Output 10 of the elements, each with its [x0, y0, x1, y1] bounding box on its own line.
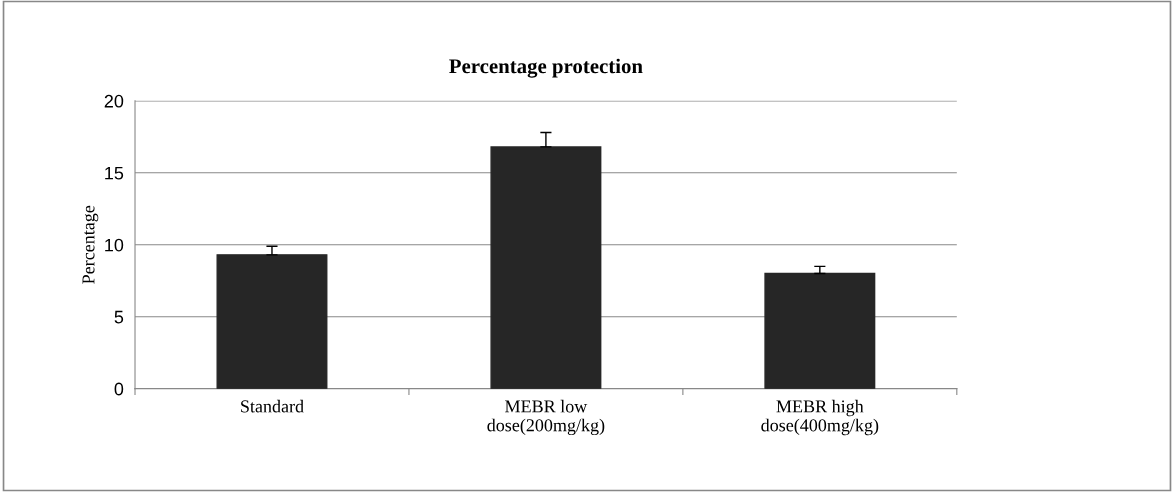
x-tick-label: MEBR high dose(400mg/kg): [761, 399, 879, 436]
y-tick-label: 0: [114, 382, 124, 396]
y-tick-label: 10: [105, 238, 124, 252]
x-tick-label: Standard: [241, 399, 304, 413]
y-tick-label: 5: [114, 310, 124, 324]
y-tick-label: 15: [105, 166, 124, 180]
y-axis-title: Percentage: [82, 205, 99, 284]
chart-title: Percentage protection: [449, 58, 643, 78]
x-tick-label: MEBR low dose(200mg/kg): [487, 399, 605, 436]
y-tick-label: 20: [104, 94, 124, 108]
